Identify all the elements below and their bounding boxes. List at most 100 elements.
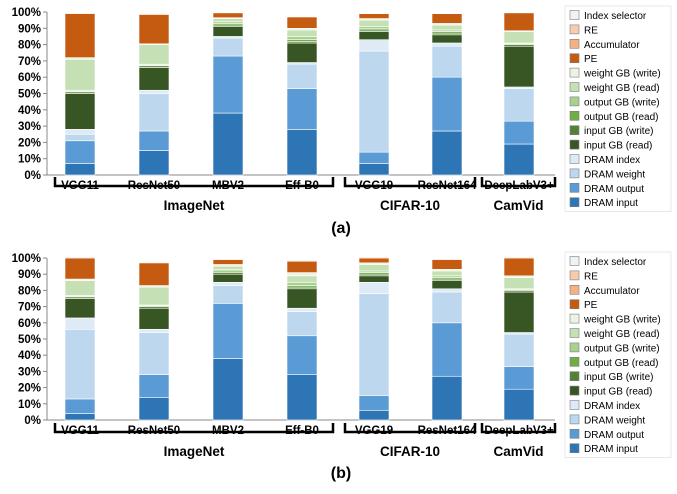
bar-segment — [138, 374, 170, 398]
bar-segment — [431, 291, 463, 324]
bar-segment — [358, 151, 390, 164]
bar-segment — [503, 277, 535, 290]
legend-label: DRAM input — [584, 198, 638, 209]
bar-segment — [212, 112, 244, 176]
y-tick-label: 10% — [18, 154, 41, 166]
legend-label: DRAM input — [584, 444, 638, 455]
legend-swatch — [569, 111, 580, 121]
group-label: CamVid — [493, 198, 543, 213]
group-label: ImageNet — [164, 198, 225, 213]
bar-segment — [212, 18, 244, 23]
bar-segment — [212, 303, 244, 359]
bar-segment — [212, 285, 244, 304]
y-tick-label: 20% — [18, 137, 41, 149]
legend-swatch — [569, 154, 580, 164]
bar-segment — [286, 374, 318, 421]
legend-label: Index selector — [584, 257, 647, 268]
bar-segment — [64, 13, 96, 58]
y-tick-label: 90% — [18, 23, 41, 35]
bar-segment — [212, 12, 244, 19]
bar-segment — [503, 257, 535, 277]
legend-swatch — [569, 428, 580, 439]
chart-panel-0: 0%10%20%30%40%50%60%70%80%90%100%VGG11 Re… — [12, 5, 672, 237]
bar-segment — [212, 55, 244, 114]
bar-segment — [138, 397, 170, 421]
bar-segment — [64, 280, 96, 296]
bar-segment — [431, 375, 463, 421]
legend-label: input GB (write) — [584, 126, 653, 137]
bar-segment — [431, 322, 463, 377]
group-label: CIFAR-10 — [380, 444, 440, 459]
bar-segment — [64, 129, 96, 135]
bar-segment — [212, 259, 244, 265]
group-bracket — [480, 177, 557, 188]
legend-swatch — [569, 299, 580, 310]
legend-label: Accumulator — [584, 286, 640, 297]
legend-swatch — [569, 125, 580, 135]
legend-swatch — [569, 328, 580, 338]
bar-segment — [358, 31, 390, 41]
bar-segment — [358, 293, 390, 397]
bar-segment — [64, 133, 96, 142]
y-tick-label: 30% — [18, 121, 41, 133]
legend-label: input GB (write) — [584, 372, 653, 383]
legend-swatch — [569, 24, 580, 35]
y-tick-label: 100% — [12, 7, 41, 19]
figure-caption: (b) — [331, 465, 351, 482]
bar-segment — [212, 281, 244, 286]
bar-segment — [138, 286, 170, 306]
bar-segment — [286, 281, 318, 286]
legend-swatch — [569, 38, 580, 49]
bar-segment — [431, 280, 463, 290]
y-tick-label: 70% — [18, 56, 41, 68]
bar-segment — [431, 42, 463, 47]
bar-segment — [358, 395, 390, 411]
bar-segment — [286, 288, 318, 309]
bar-segment — [64, 257, 96, 280]
legend-swatch — [569, 256, 580, 266]
legend-label: weight GB (write) — [583, 315, 661, 326]
bar-segment — [358, 409, 390, 421]
bar-segment — [138, 307, 170, 330]
legend-label: input GB (read) — [584, 141, 652, 152]
bar-segment — [286, 311, 318, 337]
legend-swatch — [569, 313, 580, 324]
legend-swatch — [569, 10, 580, 20]
legend-label: weight GB (read) — [583, 83, 660, 94]
bar-segment — [64, 398, 96, 414]
legend-label: DRAM weight — [584, 169, 645, 180]
bar-segment — [431, 288, 463, 293]
bar-segment — [286, 88, 318, 130]
bar-segment — [138, 93, 170, 132]
legend-label: DRAM weight — [584, 415, 645, 426]
bar-segment — [431, 13, 463, 24]
legend-swatch — [569, 385, 580, 396]
y-tick-label: 10% — [18, 399, 41, 411]
legend-swatch — [569, 371, 580, 382]
legend-swatch — [569, 356, 580, 367]
y-tick-label: 0% — [24, 415, 41, 427]
legend-label: weight GB (read) — [583, 329, 660, 340]
y-tick-label: 50% — [18, 334, 41, 346]
bar-segment — [212, 37, 244, 57]
bar-segment — [431, 45, 463, 78]
legend-swatch — [569, 414, 580, 425]
bar-segment — [212, 358, 244, 421]
y-tick-label: 40% — [18, 350, 41, 362]
bar-segment — [358, 13, 390, 19]
bar-segment — [138, 262, 170, 286]
y-tick-label: 90% — [18, 269, 41, 281]
group-bracket — [343, 177, 477, 188]
chart-panel-1: 0%10%20%30%40%50%60%70%80%90%100%VGG11 Re… — [12, 251, 672, 482]
bar-segment — [358, 257, 390, 264]
bar-segment — [64, 298, 96, 319]
legend-label: PE — [584, 300, 598, 311]
bar-segment — [138, 89, 170, 94]
legend-swatch — [569, 139, 580, 150]
group-label: CIFAR-10 — [380, 198, 440, 213]
bar-segment — [503, 45, 535, 88]
legend-swatch — [569, 53, 580, 64]
bar-segment — [286, 129, 318, 176]
legend-label: Index selector — [584, 11, 647, 22]
legend-label: DRAM output — [584, 184, 644, 195]
